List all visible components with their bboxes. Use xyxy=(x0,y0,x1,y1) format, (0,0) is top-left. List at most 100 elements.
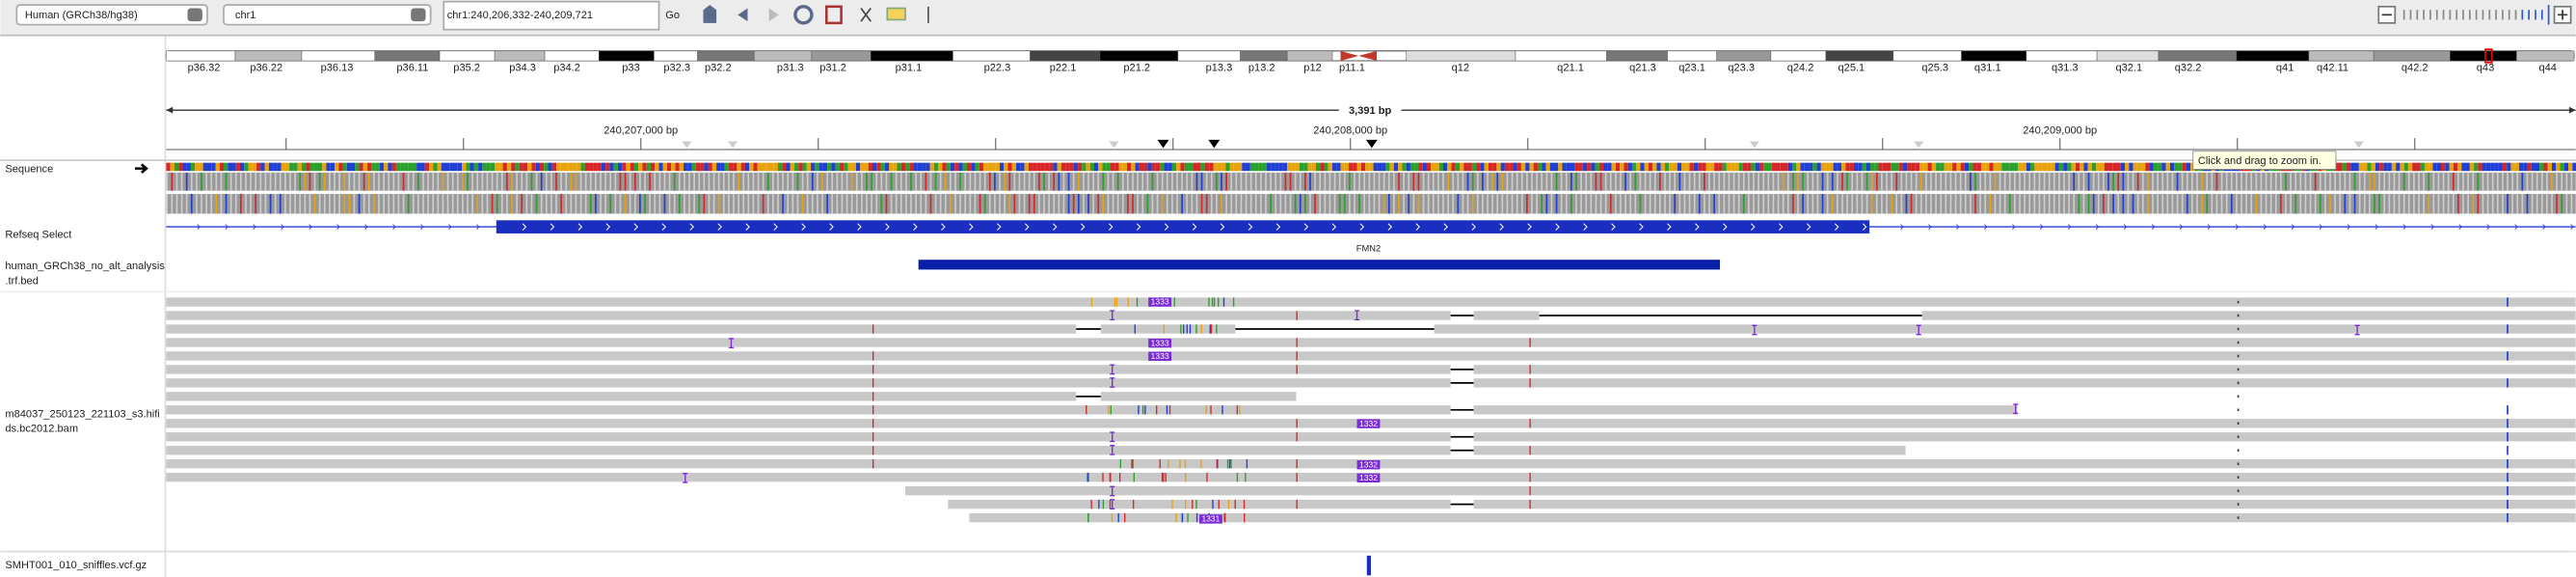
base xyxy=(712,194,715,214)
ruler-label: 240,208,000 bp xyxy=(1313,124,1387,136)
band xyxy=(301,50,375,62)
variant[interactable] xyxy=(1366,555,1372,576)
base xyxy=(698,194,701,214)
base xyxy=(1353,162,1357,172)
base xyxy=(1704,194,1705,214)
locus-box[interactable] xyxy=(443,0,660,31)
base xyxy=(722,172,725,191)
zoom-widget[interactable] xyxy=(2377,5,2572,25)
base xyxy=(962,162,967,172)
base xyxy=(2174,162,2179,172)
base xyxy=(166,194,169,214)
base xyxy=(491,194,494,214)
base xyxy=(2152,194,2154,214)
base xyxy=(1536,194,1538,214)
base xyxy=(922,162,926,172)
base xyxy=(1161,194,1164,214)
base xyxy=(1570,172,1572,191)
base xyxy=(624,194,627,214)
base xyxy=(851,162,856,172)
zoom-tick xyxy=(2488,10,2491,20)
base xyxy=(2269,172,2272,191)
band xyxy=(811,50,872,62)
strand-arrow xyxy=(2263,224,2267,230)
base xyxy=(2132,172,2134,191)
band-label: p33 xyxy=(622,63,639,74)
base xyxy=(1582,162,1588,172)
mismatch xyxy=(1296,365,1298,374)
base xyxy=(1804,162,1810,172)
base xyxy=(2339,172,2342,191)
strand-arrow xyxy=(857,223,862,231)
base xyxy=(1004,194,1006,214)
base xyxy=(787,194,790,214)
mismatch xyxy=(2237,381,2240,385)
base xyxy=(691,162,696,172)
base xyxy=(1333,194,1336,214)
genome-dropdown[interactable] xyxy=(15,4,208,26)
base xyxy=(1994,194,1997,214)
insertion xyxy=(1355,310,1360,321)
base xyxy=(2112,162,2117,172)
base xyxy=(1851,172,1854,191)
base xyxy=(1506,172,1509,191)
chromosome-dropdown[interactable] xyxy=(223,4,432,26)
base xyxy=(1545,194,1548,214)
base xyxy=(766,194,769,214)
base xyxy=(2319,194,2321,214)
base xyxy=(2342,162,2348,172)
base xyxy=(1294,172,1297,191)
base xyxy=(1496,172,1499,191)
base xyxy=(481,194,484,214)
base xyxy=(679,162,684,172)
go-button[interactable]: Go xyxy=(665,10,680,21)
band-label: q21.3 xyxy=(1629,63,1656,74)
base xyxy=(1155,162,1161,172)
base xyxy=(1230,172,1233,191)
base xyxy=(1093,162,1099,172)
base xyxy=(1195,172,1198,191)
base xyxy=(1831,194,1834,214)
base xyxy=(1107,194,1110,214)
base xyxy=(412,194,415,214)
mismatch xyxy=(872,351,874,361)
base xyxy=(367,162,372,172)
base xyxy=(2354,162,2359,172)
base xyxy=(1299,162,1304,172)
base xyxy=(1886,194,1888,214)
base xyxy=(817,194,818,214)
base xyxy=(1809,162,1813,172)
base xyxy=(2531,162,2536,172)
base xyxy=(1378,194,1381,214)
base xyxy=(498,162,503,172)
bed-feature[interactable] xyxy=(918,260,1721,270)
base xyxy=(1249,172,1252,191)
mismatch xyxy=(1117,512,1119,523)
base xyxy=(273,162,278,172)
base xyxy=(1849,162,1854,172)
base xyxy=(1309,172,1311,191)
mismatch xyxy=(1090,499,1092,509)
base xyxy=(294,194,296,214)
base xyxy=(1560,172,1563,191)
mismatch xyxy=(1529,499,1531,509)
base xyxy=(1673,162,1677,172)
base xyxy=(1382,194,1385,214)
strand-arrow xyxy=(1415,223,1421,231)
base xyxy=(2465,162,2470,172)
base xyxy=(220,172,223,191)
base xyxy=(1328,172,1331,191)
toolbar-icons[interactable] xyxy=(703,5,929,25)
base xyxy=(210,194,213,214)
gene-feature[interactable] xyxy=(496,220,1870,234)
base xyxy=(2510,162,2515,172)
insertion-label: 1331 xyxy=(1201,514,1220,524)
base xyxy=(1184,162,1189,172)
base xyxy=(1989,172,1992,191)
mismatch xyxy=(1210,405,1212,415)
strand-arrow xyxy=(577,223,583,231)
base xyxy=(1837,172,1838,191)
mismatch xyxy=(1296,338,1298,347)
base xyxy=(1590,172,1593,191)
base xyxy=(1959,194,1962,214)
